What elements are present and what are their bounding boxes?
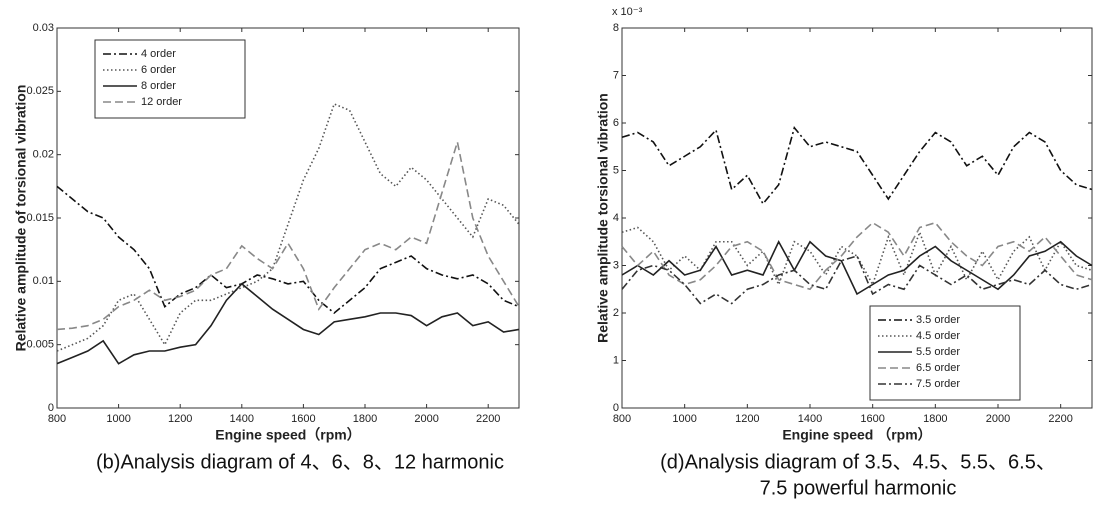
legend-label: 7.5 order — [916, 378, 960, 390]
plot-area — [621, 27, 1093, 409]
x-tick-label: 800 — [48, 413, 66, 425]
y-tick-label: 3 — [613, 259, 619, 271]
x-tick-label: 1600 — [291, 413, 315, 425]
y-tick-label: 0.02 — [33, 149, 54, 161]
y-tick-label: 1 — [613, 354, 619, 366]
y-tick-label: 0.01 — [33, 275, 54, 287]
legend-label: 8 order — [141, 80, 176, 92]
x-tick-label: 2000 — [986, 413, 1010, 425]
legend-label: 6 order — [141, 64, 176, 76]
y-axis-title: Relative amplitude torsional vibration — [595, 93, 611, 343]
legend-label: 12 order — [141, 96, 182, 108]
y-tick-label: 6 — [613, 117, 619, 129]
y-tick-label: 0 — [48, 402, 54, 414]
y-multiplier: x 10⁻³ — [612, 6, 643, 18]
caption: 7.5 powerful harmonic — [760, 477, 957, 499]
x-tick-label: 1800 — [923, 413, 947, 425]
x-tick-label: 800 — [613, 413, 631, 425]
series-line — [56, 185, 520, 315]
caption: (b)Analysis diagram of 4、6、8、12 harmonic — [96, 451, 504, 473]
x-tick-label: 1600 — [860, 413, 884, 425]
y-axis-title: Relative amplitude of torsional vibratio… — [13, 85, 29, 352]
x-tick-label: 1400 — [798, 413, 822, 425]
legend-label: 5.5 order — [916, 346, 960, 358]
legend-box — [94, 39, 246, 119]
x-tick-label: 1200 — [735, 413, 759, 425]
y-tick-label: 0.015 — [26, 212, 54, 224]
x-tick-label: 1000 — [106, 413, 130, 425]
legend: 4 order 6 order 8 order 12 order — [94, 39, 246, 119]
y-tick-label: 5 — [613, 164, 619, 176]
x-axis-title: Engine speed（rpm） — [215, 427, 360, 443]
legend-label: 3.5 order — [916, 314, 960, 326]
series-line — [56, 282, 520, 365]
x-axis-title: Engine speed （rpm） — [782, 427, 931, 443]
x-tick-label: 1800 — [353, 413, 377, 425]
series-line — [56, 141, 520, 331]
x-tick-label: 2000 — [414, 413, 438, 425]
y-tick-label: 2 — [613, 307, 619, 319]
x-tick-label: 2200 — [476, 413, 500, 425]
legend-label: 4.5 order — [916, 330, 960, 342]
y-tick-label: 4 — [613, 212, 619, 224]
x-tick-label: 1200 — [168, 413, 192, 425]
x-tick-label: 1000 — [672, 413, 696, 425]
legend-label: 4 order — [141, 48, 176, 60]
x-tick-label: 1400 — [230, 413, 254, 425]
legend: 3.5 order 4.5 order 5.5 order 6.5 order 7.5 … — [869, 305, 1021, 401]
y-tick-label: 0 — [613, 402, 619, 414]
y-tick-label: 0.005 — [26, 339, 54, 351]
y-tick-label: 0.03 — [33, 22, 54, 34]
y-tick-label: 8 — [613, 22, 619, 34]
y-tick-label: 0.025 — [26, 85, 54, 97]
series-line — [621, 255, 1093, 305]
series-line — [621, 126, 1093, 206]
series-line — [621, 221, 1093, 291]
legend-label: 6.5 order — [916, 362, 960, 374]
x-tick-label: 2200 — [1048, 413, 1072, 425]
caption: (d)Analysis diagram of 3.5、4.5、5.5、6.5、 — [660, 451, 1056, 473]
y-tick-label: 7 — [613, 69, 619, 81]
series-line — [621, 239, 1093, 296]
